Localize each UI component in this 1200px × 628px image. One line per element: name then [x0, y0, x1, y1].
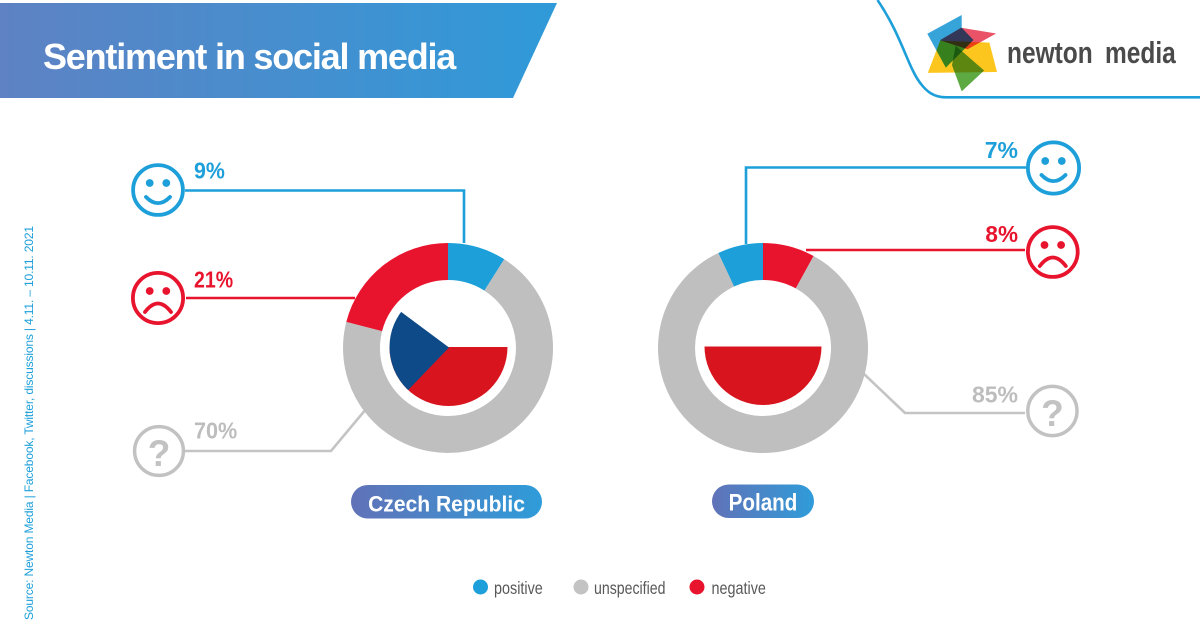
svg-text:21%: 21% — [194, 267, 233, 293]
svg-text:negative: negative — [712, 579, 766, 599]
svg-text:Poland: Poland — [729, 489, 798, 516]
svg-text:?: ? — [148, 433, 171, 474]
svg-text:70%: 70% — [194, 418, 237, 444]
svg-text:Czech Republic: Czech Republic — [368, 492, 525, 517]
svg-text:7%: 7% — [985, 137, 1018, 163]
svg-text:Sentiment in social media: Sentiment in social media — [43, 36, 457, 77]
svg-text:Source: Newton Media | Faceboo: Source: Newton Media | Facebook, Twitter… — [22, 226, 36, 620]
svg-text:positive: positive — [494, 579, 543, 599]
svg-text:8%: 8% — [985, 221, 1018, 247]
svg-text:newton media: newton media — [1007, 35, 1176, 69]
svg-text:9%: 9% — [194, 158, 225, 184]
svg-text:unspecified: unspecified — [594, 578, 665, 598]
svg-text:85%: 85% — [972, 382, 1018, 408]
svg-text:?: ? — [1041, 393, 1064, 434]
